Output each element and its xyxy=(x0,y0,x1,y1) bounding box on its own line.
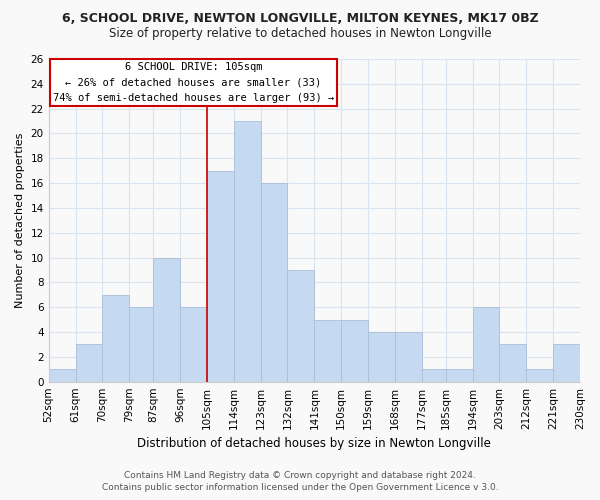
Y-axis label: Number of detached properties: Number of detached properties xyxy=(15,132,25,308)
Bar xyxy=(473,307,499,382)
Text: 6, SCHOOL DRIVE, NEWTON LONGVILLE, MILTON KEYNES, MK17 0BZ: 6, SCHOOL DRIVE, NEWTON LONGVILLE, MILTO… xyxy=(62,12,538,26)
Bar xyxy=(260,183,287,382)
Bar xyxy=(153,258,180,382)
Bar xyxy=(368,332,395,382)
Bar xyxy=(234,121,260,382)
Bar xyxy=(287,270,314,382)
Bar xyxy=(395,332,422,382)
Bar xyxy=(422,370,446,382)
Text: Size of property relative to detached houses in Newton Longville: Size of property relative to detached ho… xyxy=(109,28,491,40)
X-axis label: Distribution of detached houses by size in Newton Longville: Distribution of detached houses by size … xyxy=(137,437,491,450)
Bar xyxy=(314,320,341,382)
Bar xyxy=(580,370,600,382)
Bar xyxy=(446,370,473,382)
Bar xyxy=(341,320,368,382)
Bar xyxy=(207,170,234,382)
Text: 6 SCHOOL DRIVE: 105sqm
← 26% of detached houses are smaller (33)
74% of semi-det: 6 SCHOOL DRIVE: 105sqm ← 26% of detached… xyxy=(53,62,334,103)
Bar xyxy=(103,295,129,382)
Bar xyxy=(76,344,103,382)
Bar xyxy=(129,307,153,382)
Bar xyxy=(499,344,526,382)
Bar xyxy=(180,307,207,382)
Bar xyxy=(49,370,76,382)
Bar xyxy=(526,370,553,382)
Text: Contains HM Land Registry data © Crown copyright and database right 2024.
Contai: Contains HM Land Registry data © Crown c… xyxy=(101,471,499,492)
Bar xyxy=(553,344,580,382)
